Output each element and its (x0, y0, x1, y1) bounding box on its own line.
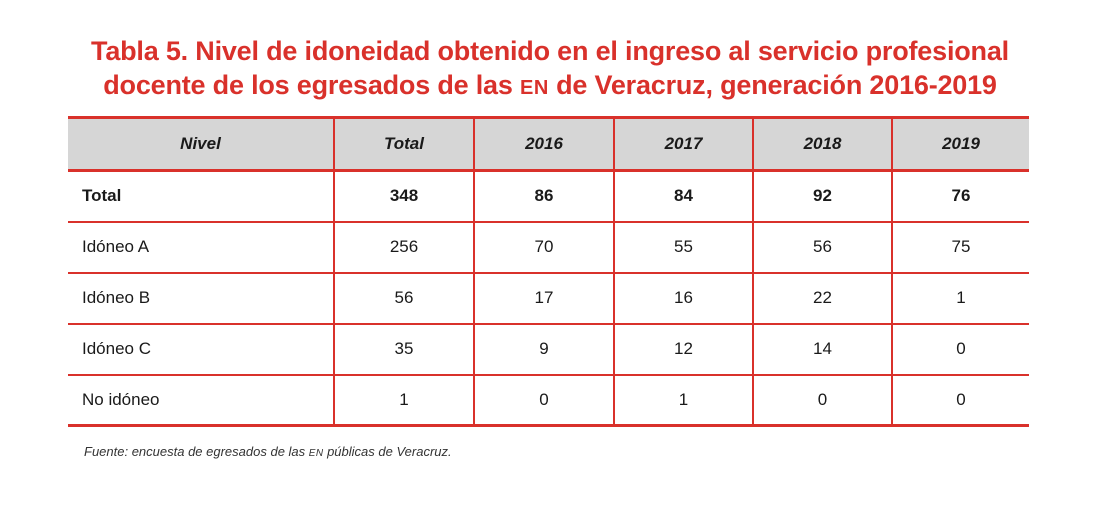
table-title-abbr: EN (520, 77, 549, 99)
table-cell: 14 (752, 323, 893, 375)
header-2017: 2017 (613, 117, 754, 171)
header-nivel: Nivel (68, 117, 335, 171)
table-header-row: Nivel Total 2016 2017 2018 2019 (68, 117, 1029, 171)
table-cell: 1 (333, 374, 475, 426)
header-2018: 2018 (752, 117, 893, 171)
table-cell: 256 (333, 221, 475, 273)
table-cell: 9 (473, 323, 615, 375)
table-cell: 86 (473, 170, 615, 222)
source-note-abbr: EN (308, 448, 324, 459)
source-note-part2: públicas de Veracruz. (323, 444, 452, 459)
table-cell: 0 (891, 374, 1029, 426)
table-cell: 76 (891, 170, 1029, 222)
table-cell: Idóneo B (68, 272, 335, 324)
table-title-part1: Tabla 5. Nivel de idoneidad obtenido en … (91, 36, 1009, 100)
header-2016: 2016 (473, 117, 615, 171)
table-cell: 56 (333, 272, 475, 324)
table-cell: 55 (613, 221, 754, 273)
table-cell: Idóneo A (68, 221, 335, 273)
table-cell: 35 (333, 323, 475, 375)
table-cell: 12 (613, 323, 754, 375)
table-row-idoneo-b: Idóneo B 56 17 16 22 1 (68, 272, 1029, 324)
table-row-idoneo-c: Idóneo C 35 9 12 14 0 (68, 323, 1029, 375)
table-title: Tabla 5. Nivel de idoneidad obtenido en … (40, 34, 1060, 105)
table-cell: 56 (752, 221, 893, 273)
table-cell: 1 (891, 272, 1029, 324)
table-cell: 70 (473, 221, 615, 273)
table-cell: 348 (333, 170, 475, 222)
table-cell: 17 (473, 272, 615, 324)
table-cell: 0 (473, 374, 615, 426)
idoneidad-table: Nivel Total 2016 2017 2018 2019 Total 34… (68, 116, 1029, 427)
table-cell: Total (68, 170, 335, 222)
table-cell: 75 (891, 221, 1029, 273)
table-cell: 16 (613, 272, 754, 324)
table-cell: 1 (613, 374, 754, 426)
table-cell: 0 (752, 374, 893, 426)
source-note-part1: Fuente: encuesta de egresados de las (84, 444, 309, 459)
header-2019: 2019 (891, 117, 1029, 171)
table-cell: 22 (752, 272, 893, 324)
table-row-total: Total 348 86 84 92 76 (68, 170, 1029, 222)
table-cell: Idóneo C (68, 323, 335, 375)
table-cell: 92 (752, 170, 893, 222)
table-row-no-idoneo: No idóneo 1 0 1 0 0 (68, 374, 1029, 426)
table-cell: 0 (891, 323, 1029, 375)
table-cell: No idóneo (68, 374, 335, 426)
header-total: Total (333, 117, 475, 171)
table-row-idoneo-a: Idóneo A 256 70 55 56 75 (68, 221, 1029, 273)
table-cell: 84 (613, 170, 754, 222)
source-note: Fuente: encuesta de egresados de las EN … (84, 444, 452, 459)
table-title-part2: de Veracruz, generación 2016-2019 (548, 70, 997, 100)
